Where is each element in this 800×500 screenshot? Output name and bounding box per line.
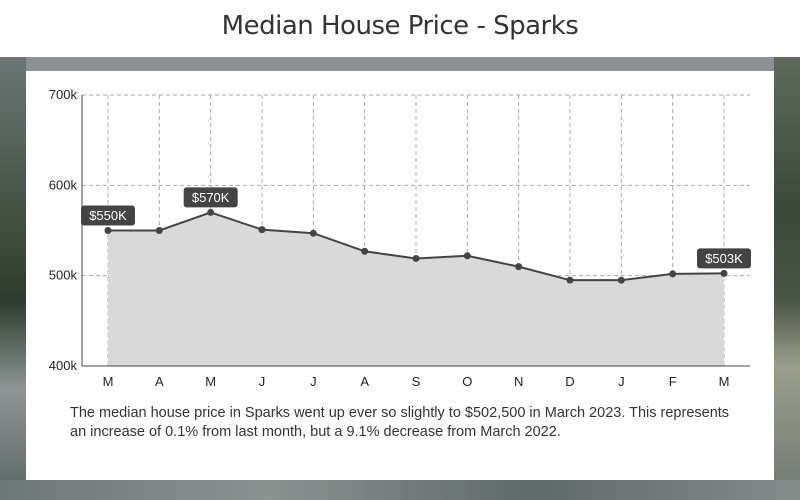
x-tick-label: A bbox=[360, 374, 369, 389]
y-tick-label: 500k bbox=[49, 268, 78, 283]
data-point bbox=[566, 276, 574, 284]
background-trees-left bbox=[0, 57, 26, 500]
data-point bbox=[463, 252, 471, 260]
data-point bbox=[412, 255, 420, 263]
data-point bbox=[515, 263, 523, 271]
x-tick-label: J bbox=[310, 374, 317, 389]
data-point bbox=[361, 247, 369, 255]
page-title: Median House Price - Sparks bbox=[0, 0, 800, 57]
data-point bbox=[258, 226, 266, 234]
x-tick-label: M bbox=[205, 374, 216, 389]
data-point bbox=[720, 269, 728, 277]
x-tick-label: S bbox=[412, 374, 421, 389]
data-point bbox=[309, 229, 317, 237]
x-tick-label: M bbox=[103, 374, 114, 389]
data-label: $503K bbox=[705, 251, 743, 266]
y-tick-label: 700k bbox=[49, 87, 78, 102]
data-point bbox=[669, 270, 677, 278]
data-label-box bbox=[81, 205, 135, 226]
background-trees-right bbox=[774, 57, 800, 500]
x-tick-label: A bbox=[155, 374, 164, 389]
data-label: $550K bbox=[89, 208, 127, 223]
x-tick-label: N bbox=[514, 374, 523, 389]
x-tick-label: D bbox=[565, 374, 574, 389]
data-label: $570K bbox=[192, 190, 230, 205]
x-tick-label: J bbox=[618, 374, 625, 389]
chart-card: 400k 500k 600k 700k M A M J J A S O N D J F M $550K $570K $… bbox=[26, 71, 774, 480]
x-tick-label: M bbox=[719, 374, 730, 389]
price-chart: 400k 500k 600k 700k M A M J J A S O N D J F M $550K $570K $… bbox=[49, 87, 751, 389]
data-point bbox=[617, 276, 625, 284]
data-point bbox=[207, 208, 215, 216]
x-tick-label: O bbox=[462, 374, 472, 389]
x-tick-label: F bbox=[669, 374, 677, 389]
data-label-box bbox=[183, 187, 238, 208]
chart-caption: The median house price in Sparks went up… bbox=[70, 405, 730, 440]
background-water bbox=[0, 480, 800, 500]
y-tick-label: 400k bbox=[49, 358, 78, 373]
data-point bbox=[104, 227, 112, 234]
series-area bbox=[108, 212, 724, 366]
x-tick-label: J bbox=[259, 374, 266, 389]
data-label-box bbox=[697, 248, 751, 269]
data-point bbox=[155, 227, 163, 234]
y-tick-label: 600k bbox=[49, 177, 78, 192]
